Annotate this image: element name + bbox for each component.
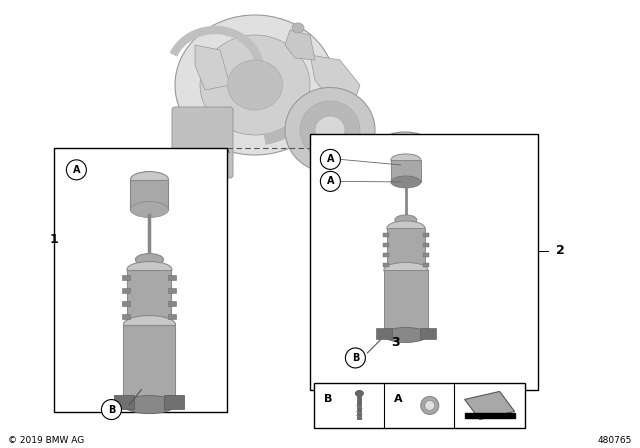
Text: B: B — [324, 394, 332, 404]
Ellipse shape — [384, 132, 426, 148]
Bar — [381, 190, 391, 208]
Text: B: B — [352, 353, 359, 363]
Ellipse shape — [420, 396, 439, 414]
Circle shape — [346, 348, 365, 368]
Ellipse shape — [355, 391, 364, 396]
Bar — [465, 414, 515, 418]
Ellipse shape — [131, 202, 168, 218]
Bar — [419, 190, 429, 208]
Circle shape — [102, 400, 122, 420]
Bar — [384, 270, 428, 335]
Text: A: A — [394, 394, 403, 404]
Circle shape — [321, 172, 340, 191]
Bar — [387, 228, 425, 270]
Bar — [127, 270, 172, 324]
Text: 3: 3 — [391, 336, 400, 349]
Polygon shape — [375, 160, 430, 190]
Bar — [115, 395, 134, 409]
Ellipse shape — [387, 221, 425, 235]
Bar — [124, 324, 175, 405]
Ellipse shape — [127, 262, 172, 278]
Bar — [423, 233, 429, 237]
Ellipse shape — [285, 87, 375, 172]
Ellipse shape — [227, 60, 282, 110]
Ellipse shape — [425, 401, 435, 410]
Ellipse shape — [391, 154, 421, 166]
Ellipse shape — [292, 23, 304, 33]
Bar — [383, 253, 389, 257]
Text: A: A — [326, 177, 334, 186]
Ellipse shape — [124, 396, 175, 414]
Polygon shape — [360, 140, 425, 175]
Ellipse shape — [175, 15, 335, 155]
Bar — [122, 288, 131, 293]
Bar — [310, 134, 538, 390]
Polygon shape — [465, 392, 515, 419]
Bar — [423, 243, 429, 247]
Ellipse shape — [124, 315, 175, 334]
Text: A: A — [73, 165, 80, 175]
Ellipse shape — [300, 101, 360, 159]
Bar — [420, 328, 436, 339]
Bar — [376, 328, 392, 339]
Bar — [391, 160, 421, 182]
Bar — [168, 314, 177, 319]
Bar — [168, 288, 177, 293]
Text: A: A — [326, 155, 334, 164]
Text: © 2019 BMW AG: © 2019 BMW AG — [8, 435, 84, 444]
Text: 1: 1 — [50, 233, 59, 246]
Bar — [122, 314, 131, 319]
Polygon shape — [195, 45, 230, 90]
Ellipse shape — [384, 174, 426, 190]
Polygon shape — [285, 30, 315, 60]
Bar — [423, 263, 429, 267]
Text: 2: 2 — [556, 244, 564, 258]
Bar — [131, 180, 168, 210]
Bar — [168, 275, 177, 280]
Ellipse shape — [315, 116, 345, 144]
Bar — [164, 395, 184, 409]
Text: 480765: 480765 — [598, 435, 632, 444]
Text: B: B — [108, 405, 115, 414]
Bar — [423, 253, 429, 257]
Bar — [54, 148, 227, 412]
Bar — [383, 233, 389, 237]
FancyBboxPatch shape — [172, 107, 233, 178]
Ellipse shape — [395, 215, 417, 225]
Bar — [397, 150, 413, 175]
Polygon shape — [310, 55, 360, 100]
Circle shape — [67, 160, 86, 180]
Bar — [314, 383, 525, 428]
Bar — [168, 301, 177, 306]
Ellipse shape — [384, 327, 428, 342]
Bar — [384, 140, 426, 182]
Bar — [383, 263, 389, 267]
Ellipse shape — [384, 263, 428, 277]
Ellipse shape — [131, 172, 168, 188]
Bar — [122, 301, 131, 306]
Ellipse shape — [136, 254, 163, 266]
Ellipse shape — [200, 35, 310, 135]
Bar — [383, 243, 389, 247]
Circle shape — [321, 149, 340, 169]
Bar — [122, 275, 131, 280]
Ellipse shape — [391, 176, 421, 188]
